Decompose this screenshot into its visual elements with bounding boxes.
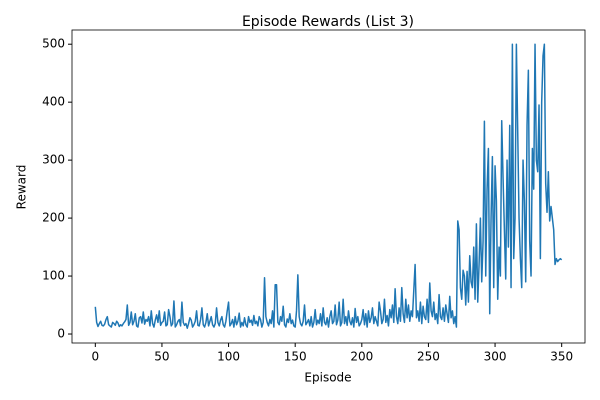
plot-frame — [71, 29, 586, 344]
data-line — [94, 43, 563, 329]
x-tick-label: 150 — [284, 350, 307, 364]
x-tick-label: 350 — [550, 350, 573, 364]
y-axis-label: Reward — [15, 165, 29, 210]
y-tick-label: 300 — [42, 153, 65, 167]
y-tick-label: 200 — [42, 211, 65, 225]
chart-title: Episode Rewards (List 3) — [242, 14, 414, 30]
x-tick-label: 0 — [91, 350, 99, 364]
x-tick-label: 200 — [350, 350, 373, 364]
x-tick-label: 100 — [217, 350, 240, 364]
x-tick-label: 50 — [154, 350, 169, 364]
x-axis-label: Episode — [304, 371, 351, 385]
x-tick-label: 300 — [484, 350, 507, 364]
y-tick-label: 400 — [42, 95, 65, 109]
y-tick-label: 500 — [42, 37, 65, 51]
y-tick-label: 0 — [57, 327, 65, 341]
x-tick-label: 250 — [417, 350, 440, 364]
y-tick-label: 100 — [42, 269, 65, 283]
